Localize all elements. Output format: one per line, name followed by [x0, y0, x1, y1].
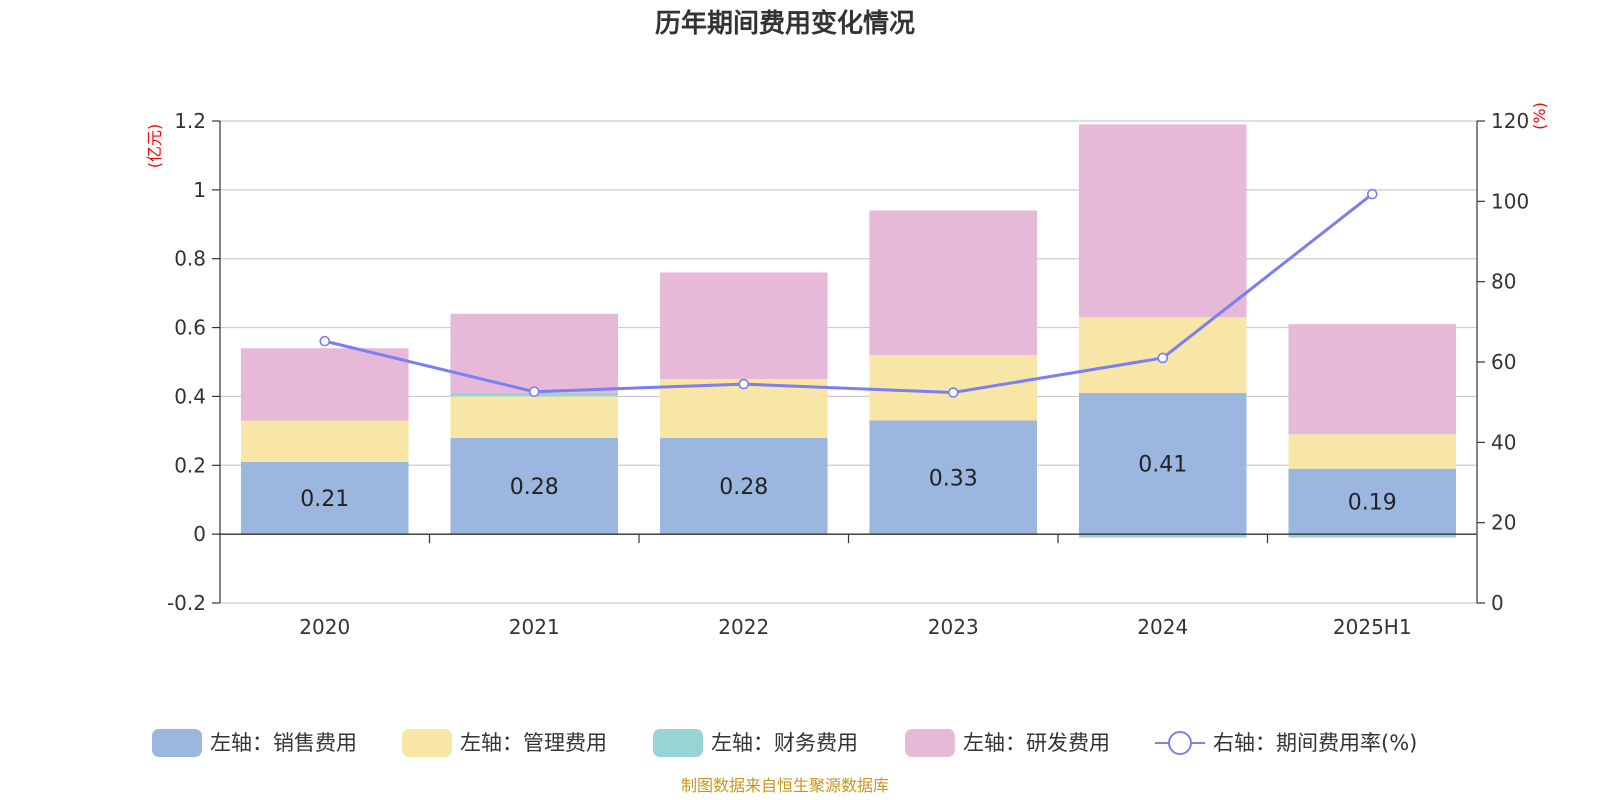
category-label: 2024 [1137, 615, 1188, 639]
bar-segment [1288, 534, 1457, 538]
right-axis-tick-label: 60 [1491, 350, 1516, 374]
left-axis-tick-label: 1.2 [174, 109, 206, 133]
bar-segment [1078, 392, 1247, 535]
right-axis-unit: (%) [1530, 102, 1549, 130]
category-label: 2020 [299, 615, 350, 639]
bars [240, 124, 1457, 538]
bar-segment [450, 437, 619, 535]
left-axis-tick-label: 0.8 [174, 247, 206, 271]
right-axis-tick-label: 120 [1491, 109, 1529, 133]
bar-value-label: 0.19 [1348, 490, 1397, 515]
legend: 左轴：销售费用 左轴：管理费用 左轴：财务费用 左轴：研发费用 右轴：期间费用率(%) [152, 729, 1417, 757]
right-axis-tick-label: 100 [1491, 189, 1529, 213]
bar-value-label: 0.28 [719, 475, 768, 500]
bar-segment [869, 420, 1038, 535]
rate-point [947, 387, 959, 398]
rate-point [528, 386, 540, 398]
legend-label: 左轴：销售费用 [210, 731, 357, 755]
bar-segment [1288, 468, 1457, 535]
left-axis-tick-label: 0 [193, 522, 206, 546]
left-axis-tick-label: -0.2 [167, 591, 206, 615]
bar-segment [1078, 534, 1247, 538]
rate-point [319, 335, 331, 347]
right-axis-tick-label: 20 [1491, 511, 1516, 535]
right-axis-tick-label: 80 [1491, 270, 1516, 294]
rate-point [738, 378, 750, 390]
legend-swatch [152, 729, 202, 757]
legend-label: 左轴：研发费用 [963, 731, 1110, 755]
left-axis-tick-label: 0.4 [174, 384, 206, 408]
axes: 1.2 1 0.8 0.6 0.4 0.2 0 -0.2 120 100 80 60 40 20 0 2020… [167, 109, 1529, 639]
left-axis-tick-label: 1 [193, 178, 206, 202]
legend-label: 右轴：期间费用率(%) [1213, 731, 1417, 755]
data-labels: 0.21 0.28 0.28 0.33 0.41 0.19 [300, 453, 1396, 516]
rate-point [1366, 188, 1378, 200]
category-label: 2023 [928, 615, 979, 639]
legend-swatch [905, 729, 955, 757]
bar-value-label: 0.21 [300, 487, 349, 512]
legend-swatch [402, 729, 452, 757]
chart-title: 历年期间费用变化情况 [655, 8, 915, 39]
bar-segment [240, 348, 409, 421]
bar-segment [450, 313, 619, 393]
bar-segment [659, 272, 828, 380]
bar-segment [659, 437, 828, 535]
left-axis-tick-label: 0.2 [174, 453, 206, 477]
right-axis-tick-label: 0 [1491, 591, 1504, 615]
bar-segment [1288, 434, 1457, 469]
left-axis-tick-label: 0.6 [174, 316, 206, 340]
rate-line-path [324, 192, 1374, 395]
bar-segment [450, 396, 619, 438]
category-label: 2022 [718, 615, 769, 639]
bar-segment [240, 420, 409, 462]
bar-segment [869, 210, 1038, 356]
bar-segment [1288, 324, 1457, 435]
bar-segment [240, 461, 409, 535]
legend-label: 左轴：财务费用 [711, 731, 858, 755]
category-label: 2021 [509, 615, 560, 639]
rate-line [319, 188, 1378, 398]
bar-value-label: 0.33 [929, 466, 978, 491]
bar-value-label: 0.28 [510, 475, 559, 500]
right-axis-tick-label: 40 [1491, 430, 1516, 454]
rate-point [1157, 352, 1169, 364]
legend-marker [1168, 731, 1192, 755]
left-axis-unit: (亿元) [145, 124, 164, 169]
legend-label: 左轴：管理费用 [460, 731, 607, 755]
source-note: 制图数据来自恒生聚源数据库 [681, 776, 889, 795]
bar-segment [1078, 124, 1247, 318]
legend-swatch [653, 729, 703, 757]
category-label: 2025H1 [1333, 615, 1412, 639]
bar-value-label: 0.41 [1138, 453, 1187, 478]
